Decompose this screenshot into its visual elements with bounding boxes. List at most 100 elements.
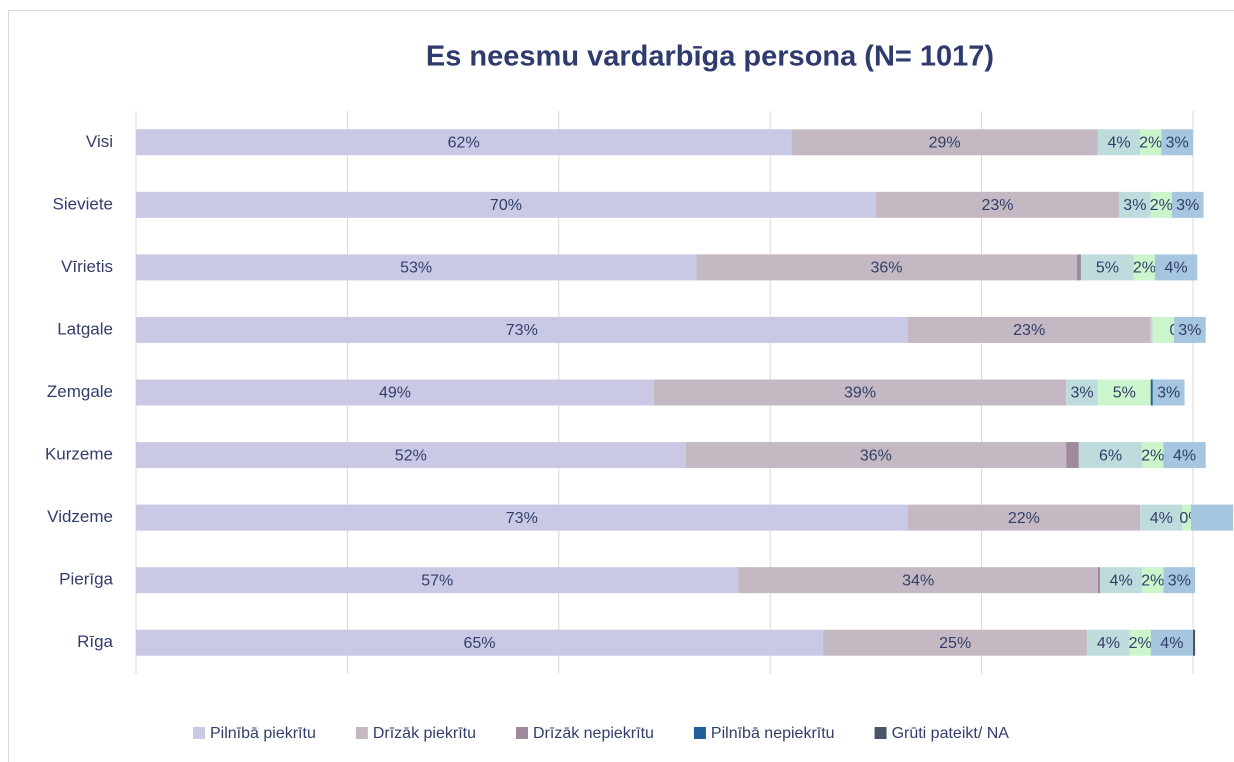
data-label: 3% [1168,572,1191,589]
legend-swatch [693,727,706,739]
bar-segment [136,379,654,406]
bar-segment [1087,629,1130,656]
bar-segment [1182,504,1191,531]
data-label: 23% [1013,322,1045,339]
bar-segment [1142,442,1164,469]
bar-segment [136,191,876,218]
bar-segment [1193,629,1196,656]
bar-segment [1140,129,1162,156]
legend-swatch [515,727,528,739]
legend-label: Grūti pateikt/ NA [892,725,1010,742]
bar-segment [696,254,1077,281]
bar-segment [1152,379,1185,406]
y-tick-label: Vidzeme [47,507,113,526]
bar-segment [136,254,697,281]
bar-segment [1142,567,1164,594]
data-label: 53% [400,260,432,277]
bar-segment [653,379,1067,406]
bar-segment [1150,316,1153,343]
bar-segment [1066,442,1079,469]
data-label: 52% [395,447,427,464]
data-label: 25% [939,635,971,652]
bar-segment [907,316,1151,343]
data-label: 39% [844,385,876,402]
data-label: 4% [1097,635,1120,652]
data-label: 4% [1110,572,1133,589]
bar-segment [875,191,1120,218]
data-label: 2% [1129,635,1152,652]
data-label: 73% [506,510,538,527]
legend-swatch [874,727,887,739]
y-tick-label: Pierīga [59,570,113,589]
bar-segment [1097,129,1141,156]
bar-segment [823,629,1088,656]
bar-segment [1140,504,1183,531]
data-label: 5% [1113,385,1136,402]
data-label: 36% [860,447,892,464]
bar-segment [1150,629,1193,656]
bar-segment [738,567,1098,594]
bar-segment [136,316,908,343]
data-label: 3% [1070,385,1093,402]
bar-segment [1173,316,1206,343]
bar-segment [1154,254,1198,281]
bar-segment [791,129,1098,156]
bar-segment [685,442,1067,469]
data-label: 6% [1099,447,1122,464]
bar-segment [1190,504,1234,531]
y-tick-label: Kurzeme [45,445,113,464]
y-tick-label: Latgale [57,319,113,338]
bar-segment [1097,379,1151,406]
data-label: 3% [1176,197,1199,214]
data-label: 2% [1150,197,1173,214]
bar-segment [136,442,686,469]
bar-segment [136,504,908,531]
bar-segment [1099,567,1143,594]
bar-segment [136,629,824,656]
data-label: 65% [464,635,496,652]
data-label: 36% [870,260,902,277]
legend-label: Drīzāk piekrītu [373,725,476,742]
data-label: 49% [379,385,411,402]
y-tick-label: Sieviete [53,194,113,213]
bar-segment [1097,567,1100,594]
chart-frame [8,10,1234,762]
legend-swatch [355,727,368,739]
legend-swatch [193,727,205,739]
y-tick-label: Vīrietis [61,257,113,276]
data-label: 57% [421,572,453,589]
data-label: 2% [1141,447,1164,464]
data-label: 73% [506,322,538,339]
data-label: 34% [902,572,934,589]
bar-segment [1163,442,1206,469]
data-label: 70% [490,197,522,214]
bar-segment [1076,254,1081,281]
bar-segment [1150,379,1153,406]
data-label: 3% [1166,134,1189,151]
data-label: 23% [981,197,1013,214]
data-label: 4% [1150,510,1173,527]
data-label: 4% [1165,260,1188,277]
data-label: 3% [1123,197,1146,214]
bar-segment [1150,191,1172,218]
data-label: 5% [1096,260,1119,277]
y-tick-label: Rīga [77,632,113,651]
bar-segment [1152,316,1174,343]
data-label: 29% [929,134,961,151]
bar-segment [136,129,792,156]
y-tick-label: Visi [86,132,113,151]
bar-segment [1078,442,1143,469]
data-label: 22% [1008,510,1040,527]
legend-label: Pilnībā piekrītu [210,725,316,742]
data-label: 3% [1178,322,1201,339]
bar-segment [1161,129,1193,156]
data-label: 3% [1157,385,1180,402]
legend-label: Pilnībā nepiekrītu [711,725,835,742]
bar-segment [1163,567,1196,594]
data-label: 4% [1173,447,1196,464]
bar-segment [1129,629,1151,656]
chart-title: Es neesmu vardarbīga persona (N= 1017) [426,41,994,73]
data-label: 4% [1107,134,1130,151]
data-label: 4% [1160,635,1183,652]
